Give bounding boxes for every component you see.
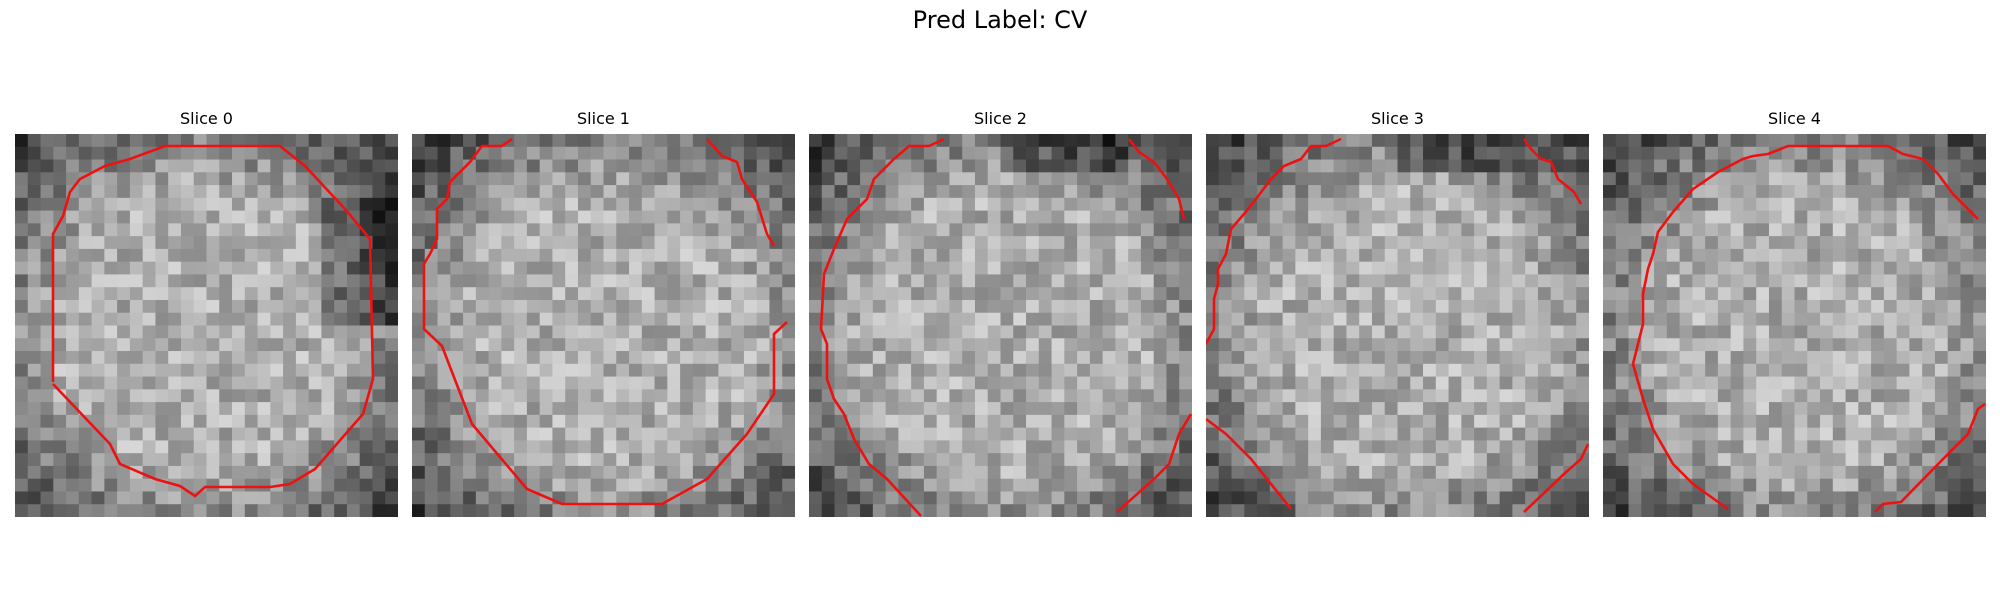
grayscale-texture (15, 134, 398, 517)
contour-line (1874, 402, 1986, 513)
slice-title: Slice 4 (1768, 109, 1821, 128)
contour-line (1116, 413, 1192, 513)
contour-line (1127, 138, 1186, 220)
slice-title: Slice 1 (577, 109, 630, 128)
slice-image (15, 134, 398, 517)
contour-line (1631, 144, 1979, 511)
contour-line (1206, 137, 1342, 345)
contour-line (706, 138, 776, 247)
slice-panel-4: Slice 4 (1603, 108, 1986, 517)
slice-image (1206, 134, 1589, 517)
contour-line (1523, 443, 1589, 513)
grayscale-texture (412, 134, 795, 517)
slice-panel-0: Slice 0 (15, 108, 398, 517)
slice-title: Slice 0 (180, 109, 233, 128)
grayscale-texture (1603, 134, 1986, 517)
contour-line (1206, 417, 1293, 510)
contour-line (1522, 138, 1583, 205)
slice-title: Slice 2 (974, 109, 1027, 128)
slice-image (1603, 134, 1986, 517)
slice-image (809, 134, 1192, 517)
grayscale-texture (1206, 134, 1589, 517)
slice-panel-2: Slice 2 (809, 108, 1192, 517)
slice-panel-3: Slice 3 (1206, 108, 1589, 517)
contour-line (51, 144, 375, 498)
slice-panel-1: Slice 1 (412, 108, 795, 517)
figure-title: Pred Label: CV (912, 6, 1088, 34)
contour-line (422, 137, 788, 506)
slice-title: Slice 3 (1371, 109, 1424, 128)
slice-image (412, 134, 795, 517)
contour-line (819, 137, 945, 517)
grayscale-texture (809, 134, 1192, 517)
